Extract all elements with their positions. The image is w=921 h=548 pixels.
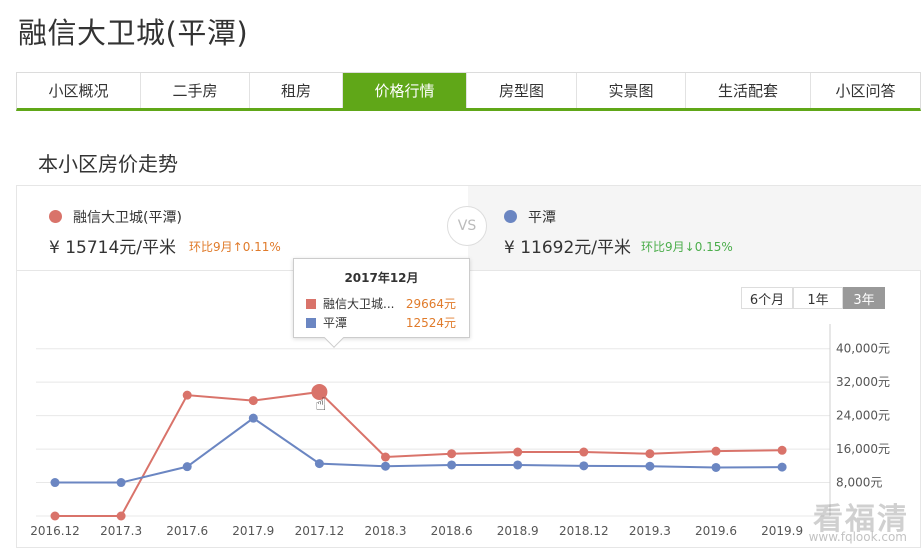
data-point [116,478,126,488]
hand-cursor-icon: ☝ [315,394,326,415]
data-point [182,462,192,472]
data-point [50,511,60,521]
data-point [447,449,457,459]
x-tick-label: 2018.6 [431,524,473,538]
data-point [711,446,721,456]
tab-second-hand[interactable]: 二手房 [141,73,250,108]
region-name: 平潭 [528,210,556,226]
x-tick-label: 2016.12 [30,524,80,538]
y-tick-label: 32,000元 [836,375,890,389]
y-tick-label: 40,000元 [836,342,890,356]
data-point [777,462,787,472]
tooltip-series-value: 12524元 [405,316,456,330]
data-point [311,383,328,400]
community-change: 环比9月↑0.11% [189,240,281,254]
x-tick-label: 2017.6 [166,524,208,538]
x-tick-label: 2017.9 [232,524,274,538]
data-point [314,459,324,469]
tooltip-title: 2017年12月 [344,271,419,285]
period-3-years[interactable]: 3年 [843,287,885,309]
tooltip-series-name: 平潭 [323,316,348,330]
tab-overview[interactable]: 小区概况 [17,73,141,108]
region-legend-dot [504,210,517,223]
data-point [248,413,258,423]
x-tick-label: 2019.6 [695,524,737,538]
series-line [55,416,783,484]
community-legend-dot [49,210,62,223]
tooltip-row-region: 平潭 12524元 [306,314,456,331]
community-price: ¥ 15714元/平米 [49,238,177,258]
x-tick-label: 2019.3 [629,524,671,538]
data-point [777,445,787,455]
data-point [248,396,258,406]
watermark-logo: 看福清 [813,502,909,537]
x-tick-label: 2018.3 [365,524,407,538]
region-price: ¥ 11692元/平米 [504,238,632,258]
data-point [579,461,589,471]
y-tick-label: 16,000元 [836,442,890,456]
tab-amenities[interactable]: 生活配套 [686,73,811,108]
tooltip-series-name: 融信大卫城... [323,297,395,311]
data-point [447,460,457,470]
community-compare-card: 融信大卫城(平潭) ¥ 15714元/平米 环比9月↑0.11% [17,186,468,271]
page-title: 融信大卫城(平潭) [18,16,249,50]
tab-floor-plan[interactable]: 房型图 [467,73,577,108]
section-title: 本小区房价走势 [38,152,178,176]
watermark-url: www.fqlook.com [808,530,907,544]
data-point [381,452,390,462]
data-point [579,447,589,457]
region-change: 环比9月↓0.15% [641,240,733,254]
x-tick-label: 2017.3 [100,524,142,538]
period-6-months[interactable]: 6个月 [741,287,793,309]
data-point [711,462,721,472]
tab-rental[interactable]: 租房 [250,73,343,108]
tooltip-series-value: 29664元 [405,297,456,311]
data-point [116,511,126,521]
tab-price-trend[interactable]: 价格行情 [343,73,467,108]
x-tick-label: 2017.12 [295,524,345,538]
x-tick-label: 2018.9 [497,524,539,538]
x-tick-label: 2019.9 [761,524,803,538]
tooltip-swatch [306,298,316,309]
data-point [381,461,390,471]
x-tick-label: 2018.12 [559,524,609,538]
tooltip-swatch [306,317,316,328]
period-1-year[interactable]: 1年 [793,287,843,309]
tab-photos[interactable]: 实景图 [577,73,686,108]
data-point [513,447,523,457]
data-point [50,478,60,488]
data-point [645,449,655,459]
y-tick-label: 24,000元 [836,409,890,423]
community-name: 融信大卫城(平潭) [73,210,182,226]
tab-bar: 小区概况 二手房 租房 价格行情 房型图 实景图 生活配套 小区问答 [16,72,921,111]
region-compare-card: 平潭 ¥ 11692元/平米 环比9月↓0.15% [468,186,921,271]
series-line [55,390,783,517]
tooltip-row-community: 融信大卫城... 29664元 [306,295,456,312]
data-point [513,460,523,470]
chart-tooltip: 2017年12月 融信大卫城... 29664元 平潭 12524元 [293,258,470,348]
vs-badge: VS [447,206,487,246]
data-point [645,461,655,471]
price-trend-panel: 融信大卫城(平潭) ¥ 15714元/平米 环比9月↑0.11% 平潭 ¥ 11… [16,185,921,548]
tab-qa[interactable]: 小区问答 [835,82,896,100]
data-point [182,390,192,400]
y-tick-label: 8,000元 [836,476,882,490]
